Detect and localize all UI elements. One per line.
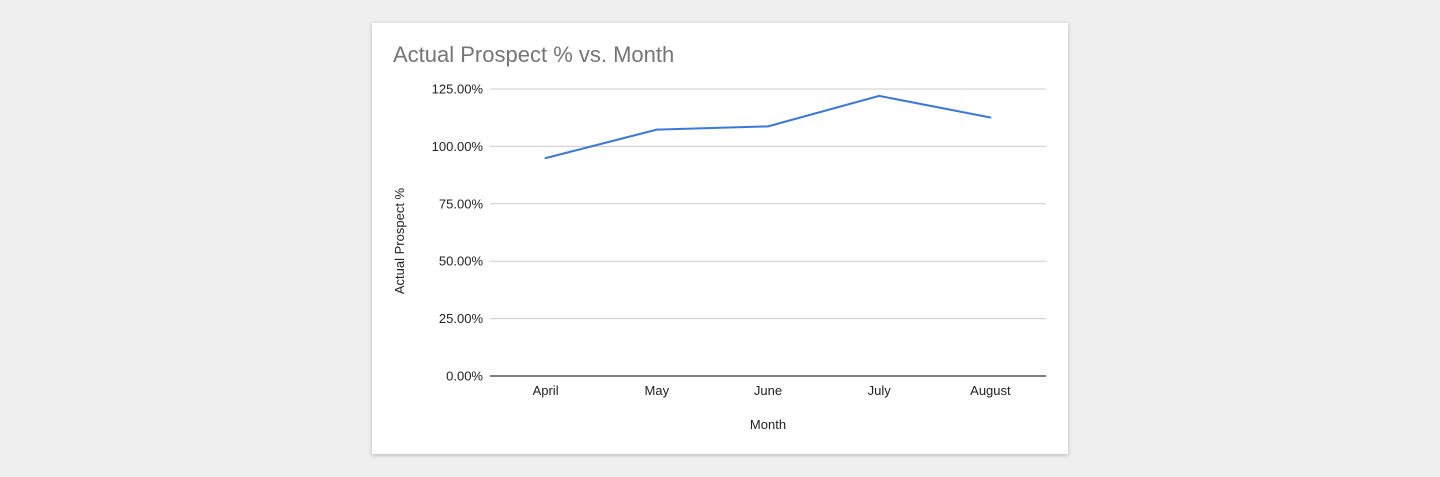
data-point bbox=[767, 125, 769, 128]
data-point bbox=[544, 157, 547, 160]
x-tick-labels: April May June July August bbox=[533, 383, 1011, 398]
data-series bbox=[544, 94, 992, 160]
y-tick-label: 25.00% bbox=[439, 311, 484, 326]
chart-card: Actual Prospect % vs. Month 0.00% 25.00% 5… bbox=[372, 23, 1068, 454]
gridlines bbox=[490, 88, 1046, 377]
x-tick-label: June bbox=[754, 383, 782, 398]
x-tick-label: April bbox=[533, 383, 559, 398]
y-tick-label: 125.00% bbox=[432, 82, 484, 97]
y-tick-label: 0.00% bbox=[446, 369, 483, 384]
x-tick-label: August bbox=[970, 383, 1011, 398]
y-tick-label: 100.00% bbox=[432, 139, 484, 154]
y-tick-label: 75.00% bbox=[439, 196, 484, 211]
data-point bbox=[878, 94, 881, 97]
data-point bbox=[989, 116, 992, 119]
y-tick-label: 50.00% bbox=[439, 254, 484, 269]
chart-title: Actual Prospect % vs. Month bbox=[393, 42, 675, 67]
x-tick-label: May bbox=[645, 383, 670, 398]
data-point bbox=[655, 128, 658, 131]
y-tick-labels: 0.00% 25.00% 50.00% 75.00% 100.00% 125.00% bbox=[432, 82, 484, 384]
x-tick-label: July bbox=[868, 383, 892, 398]
y-axis-title: Actual Prospect % bbox=[392, 187, 407, 294]
x-axis-title: Month bbox=[750, 417, 786, 432]
line-chart: 0.00% 25.00% 50.00% 75.00% 100.00% 125.00% Ap… bbox=[392, 82, 1046, 432]
